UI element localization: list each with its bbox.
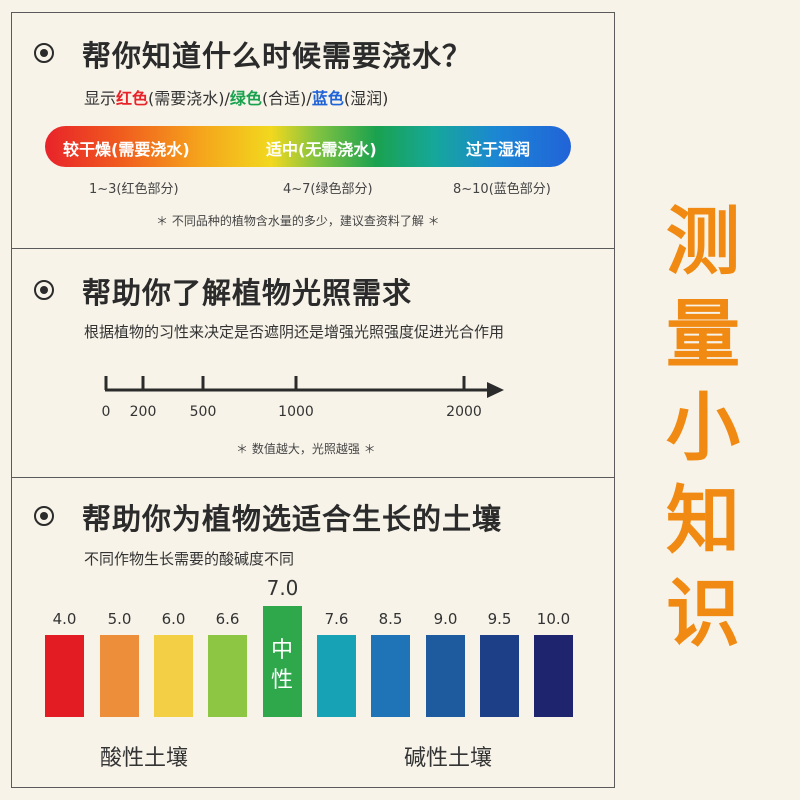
legend-blue-note: (湿润) <box>343 89 389 108</box>
axis-label-2000: 2000 <box>446 404 482 420</box>
ph-block <box>371 635 410 717</box>
ph-block-neutral: 中性 <box>263 606 302 717</box>
bullet-icon <box>34 280 54 300</box>
alkaline-soil-label: 碱性土壤 <box>404 746 493 771</box>
bar-label-moderate: 适中(无需浇水) <box>266 140 377 159</box>
ph-block <box>426 635 465 717</box>
legend-green-note: (合适)/ <box>261 89 312 108</box>
ph-neutral-label: 中性 <box>271 638 294 693</box>
side-title-char: 测 <box>666 199 740 285</box>
side-title-char: 量 <box>666 292 740 378</box>
ph-block <box>208 635 247 717</box>
ph-block <box>317 635 356 717</box>
legend-prefix: 显示 <box>84 89 117 108</box>
ph-value-neutral: 7.0 <box>266 576 299 600</box>
axis-arrow-icon <box>487 382 504 398</box>
axis-label-500: 500 <box>190 404 217 420</box>
range-blue: 8~10(蓝色部分) <box>453 182 551 197</box>
ph-value: 9.0 <box>433 610 458 628</box>
axis-label-1000: 1000 <box>278 404 314 420</box>
side-title-char: 小 <box>666 385 740 471</box>
axis-label-0: 0 <box>102 404 111 420</box>
water-section-title: 帮你知道什么时候需要浇水？ <box>82 39 473 73</box>
bullet-icon <box>34 506 54 526</box>
range-red: 1~3(红色部分) <box>89 182 179 197</box>
ph-value: 10.0 <box>536 610 571 628</box>
axis-label-200: 200 <box>130 404 157 420</box>
ph-block <box>480 635 519 717</box>
ph-value: 8.5 <box>378 610 403 628</box>
legend-red: 红色 <box>116 89 149 108</box>
ph-block <box>100 635 139 717</box>
light-section-title: 帮助你了解植物光照需求 <box>82 276 413 310</box>
side-title: 测 量 小 知 识 <box>658 196 748 661</box>
soil-subtitle: 不同作物生长需要的酸碱度不同 <box>84 550 295 568</box>
bullet-icon <box>34 43 54 63</box>
ph-value: 6.6 <box>215 610 240 628</box>
legend-red-note: (需要浇水)/ <box>148 89 230 108</box>
ph-block <box>534 635 573 717</box>
acid-soil-label: 酸性土壤 <box>100 746 189 771</box>
ph-value: 9.5 <box>487 610 512 628</box>
ph-value: 4.0 <box>52 610 77 628</box>
ph-block <box>154 635 193 717</box>
light-intensity-axis: 0 200 500 1000 2000 <box>102 376 504 420</box>
light-note: ＊ 数值越大，光照越强 ＊ <box>236 442 376 456</box>
water-note: ＊ 不同品种的植物含水量的多少，建议查资料了解 ＊ <box>156 214 440 228</box>
moisture-gradient-bar: 较干燥(需要浇水) 适中(无需浇水) 过于湿润 <box>45 126 571 167</box>
bar-label-wet: 过于湿润 <box>466 140 531 159</box>
ph-value: 7.6 <box>324 610 349 628</box>
range-green: 4~7(绿色部分) <box>283 182 373 197</box>
light-section: 帮助你了解植物光照需求 根据植物的习性来决定是否遮阴还是增强光照强度促进光合作用… <box>11 248 615 478</box>
side-title-char: 知 <box>666 478 740 564</box>
bar-label-dry: 较干燥(需要浇水) <box>63 140 190 159</box>
legend-blue: 蓝色 <box>311 89 344 108</box>
water-section: 帮你知道什么时候需要浇水？ 显示红色(需要浇水)/绿色(合适)/蓝色(湿润) 较… <box>11 12 615 249</box>
legend-green: 绿色 <box>229 89 262 108</box>
ph-block <box>45 635 84 717</box>
soil-section: 帮助你为植物选适合生长的土壤 不同作物生长需要的酸碱度不同 4.0 5.0 6.0 6… <box>11 477 615 788</box>
light-subtitle: 根据植物的习性来决定是否遮阴还是增强光照强度促进光合作用 <box>84 323 505 341</box>
side-title-char: 识 <box>666 571 740 657</box>
ph-value: 6.0 <box>161 610 186 628</box>
soil-section-title: 帮助你为植物选适合生长的土壤 <box>82 502 503 536</box>
ph-value: 5.0 <box>107 610 132 628</box>
water-color-legend: 显示红色(需要浇水)/绿色(合适)/蓝色(湿润) <box>84 85 388 109</box>
